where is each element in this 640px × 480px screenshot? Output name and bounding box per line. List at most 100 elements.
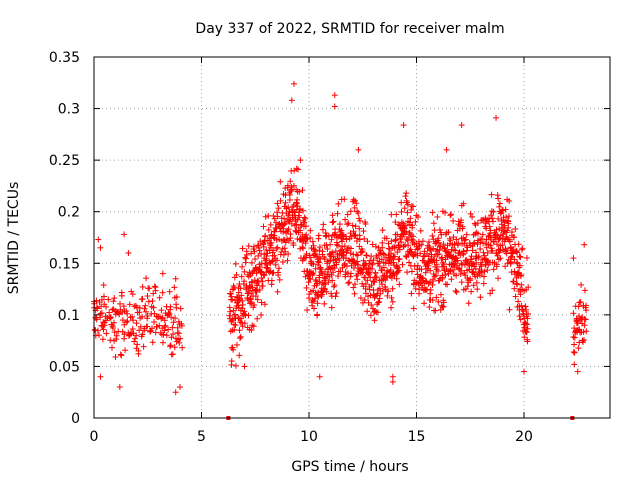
data-point — [368, 282, 375, 289]
data-point — [495, 215, 502, 222]
data-point — [453, 289, 460, 296]
data-point — [122, 347, 129, 354]
data-point — [377, 290, 384, 297]
data-point — [332, 248, 339, 255]
data-point — [287, 231, 294, 238]
data-point — [275, 205, 282, 212]
data-point — [391, 243, 398, 250]
data-point — [463, 247, 470, 254]
data-point — [356, 236, 363, 243]
data-point — [414, 262, 421, 269]
data-point — [357, 295, 364, 302]
data-point — [431, 273, 438, 280]
data-point — [426, 279, 433, 286]
data-point — [508, 269, 515, 276]
data-point — [93, 304, 100, 311]
data-point — [277, 197, 284, 204]
data-point — [226, 312, 233, 319]
data-point — [310, 245, 317, 252]
data-point — [460, 248, 467, 255]
x-tick-label: 0 — [90, 429, 99, 445]
data-point — [570, 333, 577, 340]
data-point — [478, 235, 485, 242]
data-point — [445, 249, 452, 256]
data-point — [412, 218, 419, 225]
data-point — [517, 316, 524, 323]
data-point — [139, 295, 146, 302]
data-point — [132, 335, 139, 342]
data-point — [268, 239, 275, 246]
data-point — [417, 250, 424, 257]
data-point — [507, 254, 514, 261]
data-point — [348, 233, 355, 240]
data-point — [296, 188, 303, 195]
data-point — [235, 289, 242, 296]
data-point — [417, 227, 424, 234]
data-point — [256, 247, 263, 254]
data-point — [389, 373, 396, 380]
data-point — [400, 122, 407, 129]
data-point — [493, 241, 500, 248]
data-point — [392, 236, 399, 243]
data-point — [431, 253, 438, 260]
data-point — [574, 368, 581, 375]
data-point — [311, 305, 318, 312]
data-point — [325, 232, 332, 239]
data-point — [398, 199, 405, 206]
data-point — [111, 319, 118, 326]
data-point — [177, 384, 183, 391]
data-point — [230, 346, 237, 353]
data-point — [409, 224, 416, 231]
data-point — [95, 332, 102, 339]
data-point — [263, 246, 270, 253]
data-point — [251, 302, 258, 309]
data-point — [286, 196, 293, 203]
data-point — [290, 201, 297, 208]
data-point — [170, 331, 177, 338]
data-point — [489, 215, 496, 222]
data-point — [499, 235, 506, 242]
data-point — [349, 222, 356, 229]
data-point — [385, 288, 392, 295]
data-point — [129, 291, 136, 298]
data-point — [91, 326, 98, 333]
data-point — [494, 192, 501, 199]
data-point — [285, 250, 292, 257]
data-point — [499, 207, 506, 214]
data-point — [171, 344, 178, 351]
data-point — [471, 239, 478, 246]
data-point — [351, 290, 358, 297]
data-point — [493, 114, 500, 121]
data-point — [113, 336, 120, 343]
data-point — [451, 240, 458, 247]
data-point — [314, 300, 321, 307]
data-point — [399, 261, 406, 268]
data-point — [238, 273, 245, 280]
data-point — [503, 247, 510, 254]
data-point — [434, 213, 441, 220]
data-point — [98, 310, 105, 317]
data-point — [251, 248, 258, 255]
data-point — [453, 236, 460, 243]
data-point — [368, 260, 375, 267]
data-point — [372, 308, 379, 315]
data-point — [144, 323, 151, 330]
data-point — [452, 287, 459, 294]
data-point — [366, 286, 373, 293]
data-point — [274, 213, 281, 220]
data-point — [248, 278, 255, 285]
data-point — [161, 323, 168, 330]
data-point — [344, 221, 351, 228]
data-point — [296, 214, 303, 221]
data-point — [401, 205, 408, 212]
data-point — [427, 290, 434, 297]
data-point — [447, 237, 454, 244]
data-point — [297, 157, 304, 164]
data-point — [506, 306, 513, 313]
data-point — [474, 220, 481, 227]
data-point — [341, 243, 348, 250]
data-point — [522, 320, 529, 327]
data-point — [376, 295, 383, 302]
data-point — [448, 211, 455, 218]
data-point — [375, 299, 382, 306]
